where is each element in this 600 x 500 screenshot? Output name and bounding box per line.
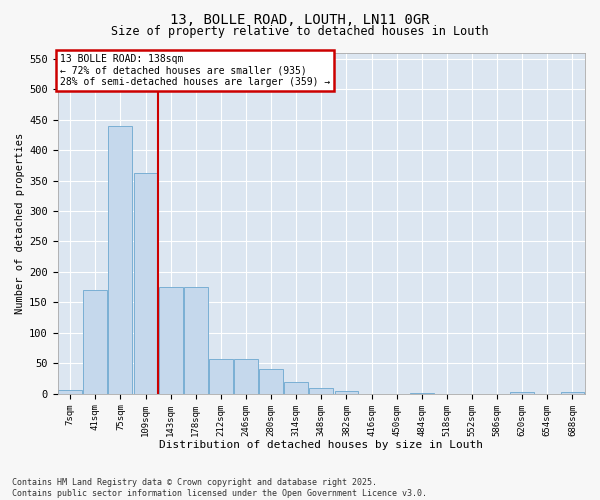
Bar [134, 173, 157, 394]
Text: Size of property relative to detached houses in Louth: Size of property relative to detached ho… [111, 25, 489, 38]
Bar [335, 392, 358, 394]
Bar [284, 382, 308, 394]
Bar [58, 390, 82, 394]
Bar [234, 359, 258, 394]
Y-axis label: Number of detached properties: Number of detached properties [15, 132, 25, 314]
Text: Contains HM Land Registry data © Crown copyright and database right 2025.
Contai: Contains HM Land Registry data © Crown c… [12, 478, 427, 498]
X-axis label: Distribution of detached houses by size in Louth: Distribution of detached houses by size … [160, 440, 484, 450]
Bar [259, 370, 283, 394]
Bar [159, 287, 182, 394]
Bar [310, 388, 333, 394]
Bar [510, 392, 534, 394]
Text: 13 BOLLE ROAD: 138sqm
← 72% of detached houses are smaller (935)
28% of semi-det: 13 BOLLE ROAD: 138sqm ← 72% of detached … [60, 54, 331, 88]
Bar [83, 290, 107, 394]
Text: 13, BOLLE ROAD, LOUTH, LN11 0GR: 13, BOLLE ROAD, LOUTH, LN11 0GR [170, 12, 430, 26]
Bar [560, 392, 584, 394]
Bar [209, 359, 233, 394]
Bar [184, 287, 208, 394]
Bar [109, 126, 133, 394]
